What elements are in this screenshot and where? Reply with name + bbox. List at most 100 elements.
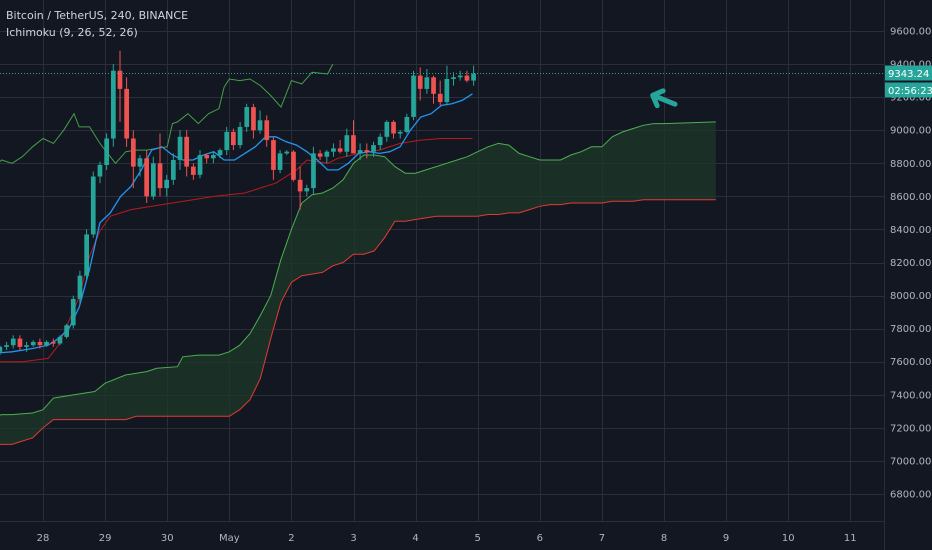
price-tick-label: 8800.00: [890, 159, 931, 170]
candle-body: [50, 341, 56, 344]
candle-body: [297, 179, 303, 192]
candle-body: [197, 155, 203, 175]
candle-body: [464, 75, 470, 81]
candle-body: [24, 345, 29, 347]
candle-body: [57, 336, 63, 344]
candle-body: [137, 158, 143, 167]
candle-body: [351, 135, 356, 154]
price-tick-label: 9400.00: [890, 60, 931, 71]
candle-body: [4, 345, 9, 347]
candle-body: [384, 121, 390, 137]
time-tick-label: 30: [161, 533, 174, 544]
candle-body: [157, 163, 163, 189]
candle-body: [111, 70, 116, 139]
candle-body: [231, 131, 236, 146]
candle-body: [257, 120, 263, 131]
candle-body: [211, 155, 216, 159]
candle-body: [217, 150, 223, 156]
time-tick-label: 8: [661, 533, 667, 544]
time-tick-label: 6: [537, 533, 543, 544]
candle-body: [70, 298, 76, 326]
candle-body: [10, 338, 16, 346]
candle-body: [471, 73, 476, 81]
symbol-title[interactable]: Bitcoin / TetherUS, 240, BINANCE: [6, 9, 189, 22]
time-axis[interactable]: 28 29 30 May 2 3 4 5 6 7 8 9 10 11: [37, 533, 857, 544]
candle-body: [204, 155, 210, 159]
arrow-icon: [650, 88, 678, 109]
price-tick-label: 9000.00: [890, 126, 931, 137]
candle-body: [104, 138, 109, 165]
last-price-label: 9343.24: [888, 69, 929, 80]
time-tick-label: 5: [475, 533, 481, 544]
price-tick-label: 8000.00: [890, 291, 931, 302]
price-tick-label: 7200.00: [890, 423, 931, 434]
candle-body: [324, 151, 330, 157]
candle-body: [244, 107, 250, 127]
candle-body: [44, 341, 49, 346]
candle-body: [311, 153, 316, 189]
candle-body: [237, 126, 243, 146]
price-tick-label: 7600.00: [890, 357, 931, 368]
candle-body: [317, 153, 323, 157]
candle-body: [30, 341, 36, 346]
candle-body: [131, 138, 136, 167]
candle-body: [84, 234, 89, 276]
candle-body: [344, 135, 350, 152]
price-tick-label: 9200.00: [890, 93, 931, 104]
candle-body: [271, 140, 276, 170]
price-tags: 9343.24 02:56:23: [885, 65, 932, 98]
candle-body: [117, 70, 123, 89]
candle-body: [171, 160, 176, 180]
countdown-label: 02:56:23: [888, 86, 932, 97]
candle-body: [37, 341, 43, 346]
candle-body: [77, 275, 83, 299]
leading-span-b: [0, 199, 716, 445]
time-tick-label: 2: [288, 533, 294, 544]
price-tick-label: 8400.00: [890, 225, 931, 236]
candlestick-series: [0, 50, 476, 356]
candle-body: [177, 136, 183, 160]
candle-body: [264, 120, 270, 141]
candle-body: [291, 151, 296, 180]
candle-body: [377, 136, 383, 146]
price-axis[interactable]: 6800.00 7000.00 7200.00 7400.00 7600.00 7800.…: [890, 27, 931, 501]
candle-body: [444, 79, 450, 103]
time-tick-label: 9: [723, 533, 729, 544]
candle-body: [457, 75, 463, 78]
leading-span-a: [0, 121, 716, 416]
candle-body: [431, 77, 436, 94]
candle-body: [0, 346, 3, 352]
indicator-title[interactable]: Ichimoku (9, 26, 52, 26): [6, 26, 138, 39]
candle-body: [184, 136, 189, 167]
price-tick-label: 9600.00: [890, 27, 931, 38]
time-tick-label: 3: [350, 533, 356, 544]
candle-body: [397, 131, 403, 134]
candle-body: [191, 166, 196, 175]
time-tick-label: 11: [844, 533, 857, 544]
candle-body: [284, 151, 290, 154]
candle-body: [424, 77, 430, 89]
candle-body: [224, 131, 230, 151]
candle-body: [277, 153, 283, 170]
price-tick-label: 6800.00: [890, 490, 931, 501]
ichimoku-cloud: [0, 121, 716, 445]
candle-body: [451, 77, 456, 79]
candle-body: [17, 338, 23, 347]
candle-body: [124, 88, 129, 139]
candle-body: [364, 150, 370, 152]
candle-body: [251, 107, 256, 131]
price-tick-label: 7000.00: [890, 456, 931, 467]
price-tick-label: 7400.00: [890, 390, 931, 401]
candle-body: [404, 117, 410, 132]
price-tick-label: 7800.00: [890, 324, 931, 335]
candle-body: [164, 179, 169, 189]
last-price-tag: [885, 65, 932, 81]
candle-body: [357, 150, 363, 154]
candle-body: [90, 176, 96, 235]
countdown-tag: [885, 82, 932, 98]
candle-body: [437, 93, 443, 103]
price-tick-label: 8200.00: [890, 258, 931, 269]
conversion-line: [0, 93, 473, 354]
